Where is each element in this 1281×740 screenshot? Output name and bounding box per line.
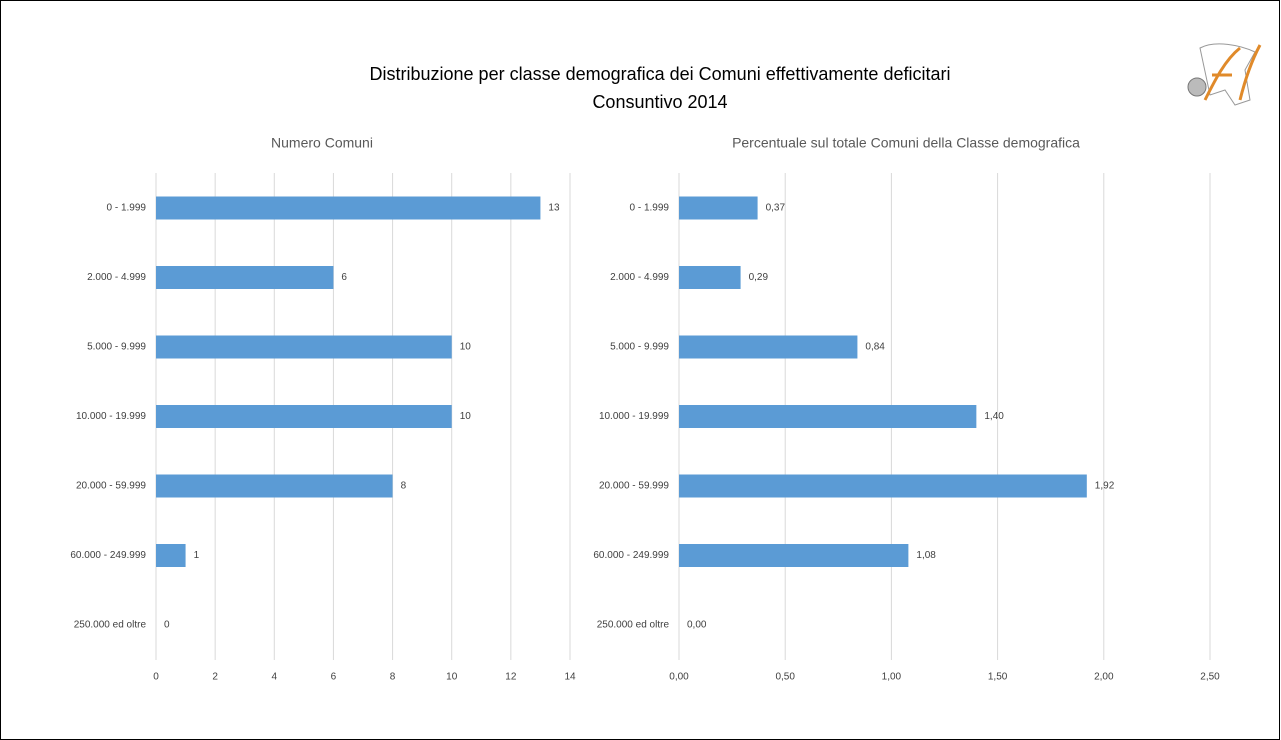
chart-title: Numero Comuni — [271, 135, 373, 151]
title: Distribuzione per classe demografica dei… — [370, 64, 951, 84]
data-label: 0,84 — [865, 342, 885, 353]
x-tick-label: 0,50 — [775, 672, 795, 683]
x-tick-label: 1,00 — [882, 672, 902, 683]
y-tick-label: 250.000 ed oltre — [597, 620, 670, 631]
bar — [679, 405, 977, 428]
x-tick-label: 14 — [564, 672, 576, 683]
x-tick-label: 2 — [212, 672, 218, 683]
bar — [679, 196, 758, 220]
chart-title: Percentuale sul totale Comuni della Clas… — [732, 135, 1080, 151]
data-label: 13 — [548, 203, 560, 214]
logo — [1187, 43, 1262, 106]
data-label: 1,92 — [1095, 481, 1115, 492]
y-tick-label: 5.000 - 9.999 — [610, 342, 669, 353]
y-tick-label: 20.000 - 59.999 — [599, 481, 669, 492]
y-tick-label: 0 - 1.999 — [630, 203, 670, 214]
x-tick-label: 2,50 — [1200, 672, 1220, 683]
x-tick-label: 6 — [331, 672, 337, 683]
y-tick-label: 60.000 - 249.999 — [593, 550, 669, 561]
y-tick-label: 250.000 ed oltre — [74, 620, 147, 631]
x-tick-label: 4 — [272, 672, 278, 683]
data-label: 8 — [401, 481, 407, 492]
data-label: 0 — [164, 620, 170, 631]
y-tick-label: 2.000 - 4.999 — [610, 272, 669, 283]
data-label: 1,08 — [916, 550, 936, 561]
bar — [156, 544, 186, 567]
y-tick-label: 20.000 - 59.999 — [76, 481, 146, 492]
bar — [156, 474, 393, 498]
bar — [156, 335, 452, 359]
y-tick-label: 10.000 - 19.999 — [599, 411, 669, 422]
bar — [679, 266, 741, 289]
y-tick-label: 10.000 - 19.999 — [76, 411, 146, 422]
x-tick-label: 8 — [390, 672, 396, 683]
x-tick-label: 0,00 — [669, 672, 689, 683]
bar — [679, 544, 909, 567]
x-tick-label: 2,00 — [1094, 672, 1114, 683]
x-tick-label: 1,50 — [988, 672, 1008, 683]
x-tick-label: 12 — [505, 672, 517, 683]
y-tick-label: 0 - 1.999 — [107, 203, 147, 214]
data-label: 0,00 — [687, 620, 707, 631]
bar — [679, 474, 1087, 498]
bar — [679, 335, 858, 359]
data-label: 1,40 — [984, 411, 1004, 422]
data-label: 10 — [460, 342, 472, 353]
data-label: 1 — [194, 550, 200, 561]
y-tick-label: 60.000 - 249.999 — [70, 550, 146, 561]
y-tick-label: 2.000 - 4.999 — [87, 272, 146, 283]
bar — [156, 196, 541, 220]
data-label: 10 — [460, 411, 472, 422]
data-label: 0,37 — [766, 203, 786, 214]
data-label: 6 — [341, 272, 347, 283]
bar — [156, 266, 334, 289]
bar — [156, 405, 452, 428]
y-tick-label: 5.000 - 9.999 — [87, 342, 146, 353]
subtitle: Consuntivo 2014 — [592, 92, 727, 112]
x-tick-label: 0 — [153, 672, 159, 683]
data-label: 0,29 — [749, 272, 769, 283]
x-tick-label: 10 — [446, 672, 458, 683]
